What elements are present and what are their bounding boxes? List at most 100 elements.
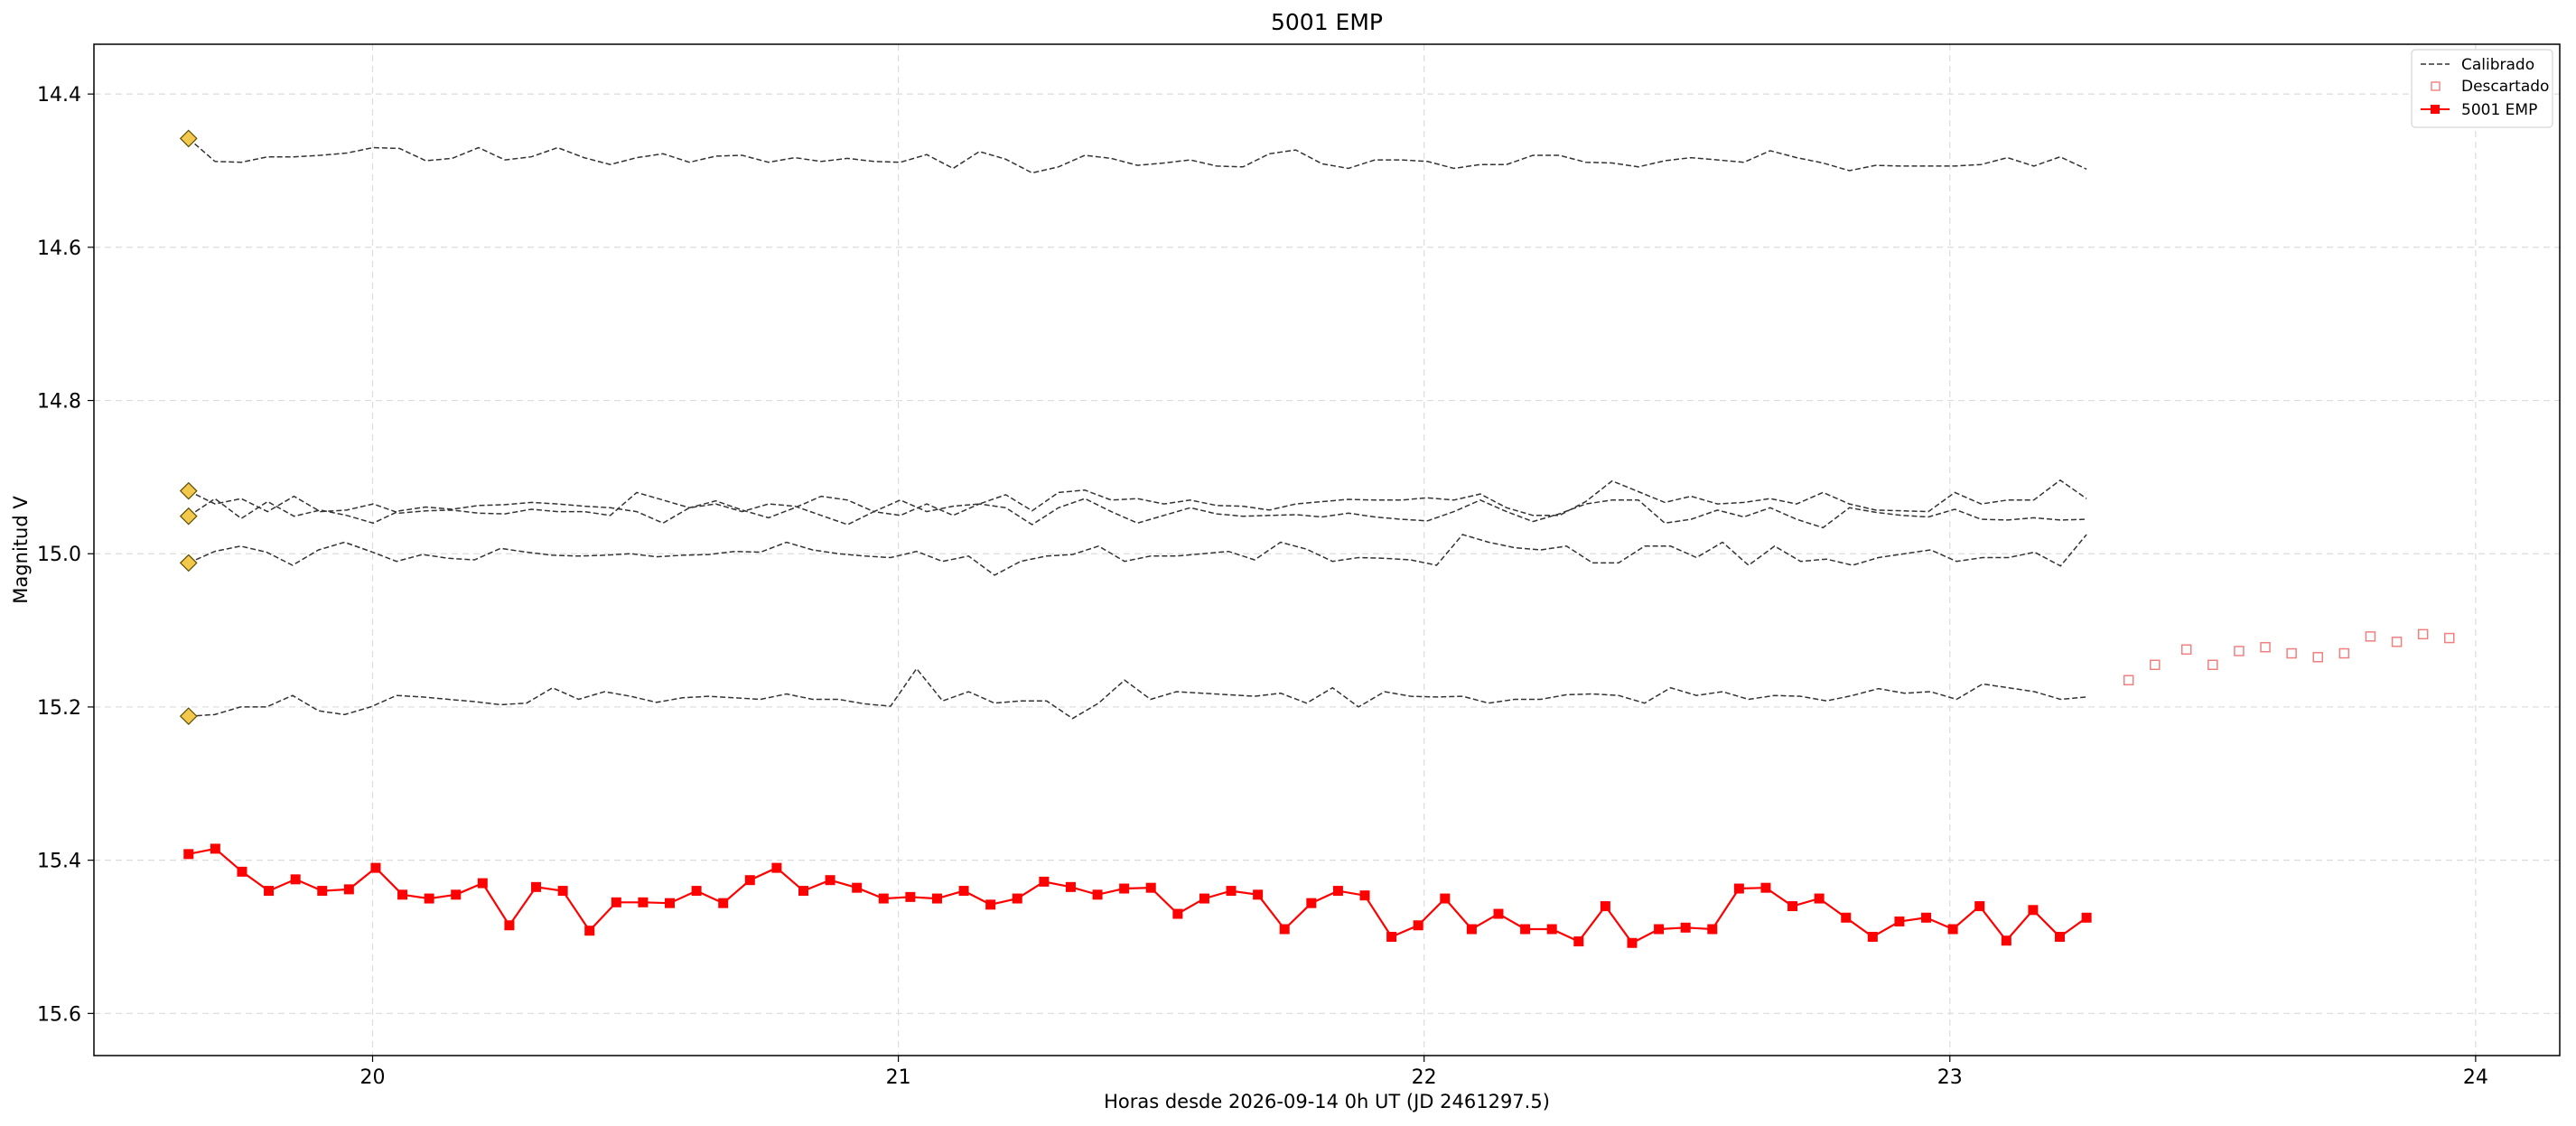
target-point xyxy=(210,843,220,854)
start-marker xyxy=(179,554,198,572)
target-point xyxy=(1921,912,1932,923)
target-point xyxy=(2081,912,2092,923)
target-point xyxy=(1440,893,1451,904)
x-tick-label: 21 xyxy=(886,1066,911,1089)
start-markers-group xyxy=(179,129,198,725)
target-point xyxy=(825,875,835,886)
target-series-line xyxy=(188,847,2087,945)
target-point xyxy=(424,893,434,904)
target-point xyxy=(2001,935,2011,946)
target-point xyxy=(611,897,621,907)
target-point xyxy=(852,882,863,893)
x-tick-label: 24 xyxy=(2463,1066,2488,1089)
target-point xyxy=(1760,882,1771,893)
legend-descartado-label: Descartado xyxy=(2461,78,2549,96)
target-point xyxy=(1065,881,1076,892)
target-point xyxy=(2028,905,2039,916)
target-point xyxy=(1092,889,1103,900)
target-point xyxy=(1493,908,1504,919)
target-point xyxy=(798,886,808,897)
y-tick-label: 15.6 xyxy=(37,1003,81,1026)
legend: Calibrado Descartado 5001 EMP xyxy=(2411,49,2553,128)
target-point xyxy=(1466,924,1477,935)
chart-title: 5001 EMP xyxy=(1271,9,1383,35)
target-point xyxy=(744,875,755,886)
target-point xyxy=(718,898,729,908)
target-point xyxy=(1226,886,1237,897)
target-point xyxy=(451,889,462,900)
target-point xyxy=(1841,912,1852,923)
x-tick-label: 22 xyxy=(1412,1066,1437,1089)
discarded-point xyxy=(2234,646,2245,656)
plot-frame xyxy=(93,43,2561,1056)
target-point xyxy=(985,899,996,910)
comparison-series-line-3 xyxy=(188,498,2087,529)
target-point xyxy=(343,884,354,895)
target-point xyxy=(1012,893,1022,904)
target-point xyxy=(1253,889,1264,900)
target-point xyxy=(1546,924,1557,935)
legend-descartado-swatch xyxy=(2431,81,2441,91)
comparison-series-line-5 xyxy=(188,667,2087,720)
comparison-series-line-4 xyxy=(188,534,2087,576)
target-point xyxy=(665,898,676,908)
target-point xyxy=(1332,886,1343,897)
start-marker xyxy=(179,129,198,148)
target-point xyxy=(1600,901,1610,912)
target-point xyxy=(691,886,702,897)
comparison-series-line-2 xyxy=(188,479,2087,519)
target-point xyxy=(931,893,942,904)
target-point xyxy=(237,866,247,877)
target-point xyxy=(1145,882,1156,893)
target-point xyxy=(2055,931,2066,942)
discarded-point xyxy=(2444,632,2455,644)
target-point xyxy=(1974,901,1985,912)
target-point xyxy=(584,926,595,936)
target-point xyxy=(1947,924,1958,935)
y-tick-label: 15.4 xyxy=(37,851,81,873)
discarded-point xyxy=(2150,659,2161,671)
discarded-point xyxy=(2260,642,2271,653)
start-marker xyxy=(179,481,198,500)
target-point xyxy=(1279,924,1290,935)
target-point xyxy=(1627,937,1638,948)
comparison-series-group xyxy=(188,137,2087,720)
target-point xyxy=(1680,922,1691,933)
target-point xyxy=(317,886,328,897)
target-point xyxy=(958,886,969,897)
y-tick-label: 14.4 xyxy=(37,84,81,107)
target-point xyxy=(1573,936,1584,947)
y-tick-label: 15.0 xyxy=(37,544,81,566)
legend-box xyxy=(2411,49,2553,128)
target-point xyxy=(1894,917,1905,927)
target-point xyxy=(1119,883,1130,894)
target-point xyxy=(1386,931,1397,942)
target-point xyxy=(1654,924,1665,935)
target-series-group xyxy=(183,843,2092,948)
target-point xyxy=(557,886,568,897)
discarded-point xyxy=(2391,637,2403,647)
target-point xyxy=(1787,901,1798,912)
target-point xyxy=(370,862,381,873)
legend-calibrado-label: Calibrado xyxy=(2461,56,2534,74)
target-point xyxy=(397,889,408,900)
target-point xyxy=(290,874,301,885)
target-point xyxy=(531,881,542,892)
target-point xyxy=(1520,924,1531,935)
target-point xyxy=(1306,898,1317,908)
legend-target-swatch-marker xyxy=(2431,105,2440,114)
target-point xyxy=(1814,893,1825,904)
comparison-series-line-1 xyxy=(188,137,2087,174)
target-point xyxy=(1199,893,1209,904)
discarded-point xyxy=(2365,631,2376,642)
y-axis-label: Magnitud V xyxy=(10,496,32,604)
target-point xyxy=(1039,876,1050,887)
target-point xyxy=(1172,908,1183,919)
target-point xyxy=(1359,890,1370,901)
discarded-point xyxy=(2123,675,2134,685)
discarded-point xyxy=(2180,644,2192,656)
start-marker xyxy=(179,507,198,526)
x-tick-label: 23 xyxy=(1937,1066,1963,1089)
target-point xyxy=(477,878,488,889)
